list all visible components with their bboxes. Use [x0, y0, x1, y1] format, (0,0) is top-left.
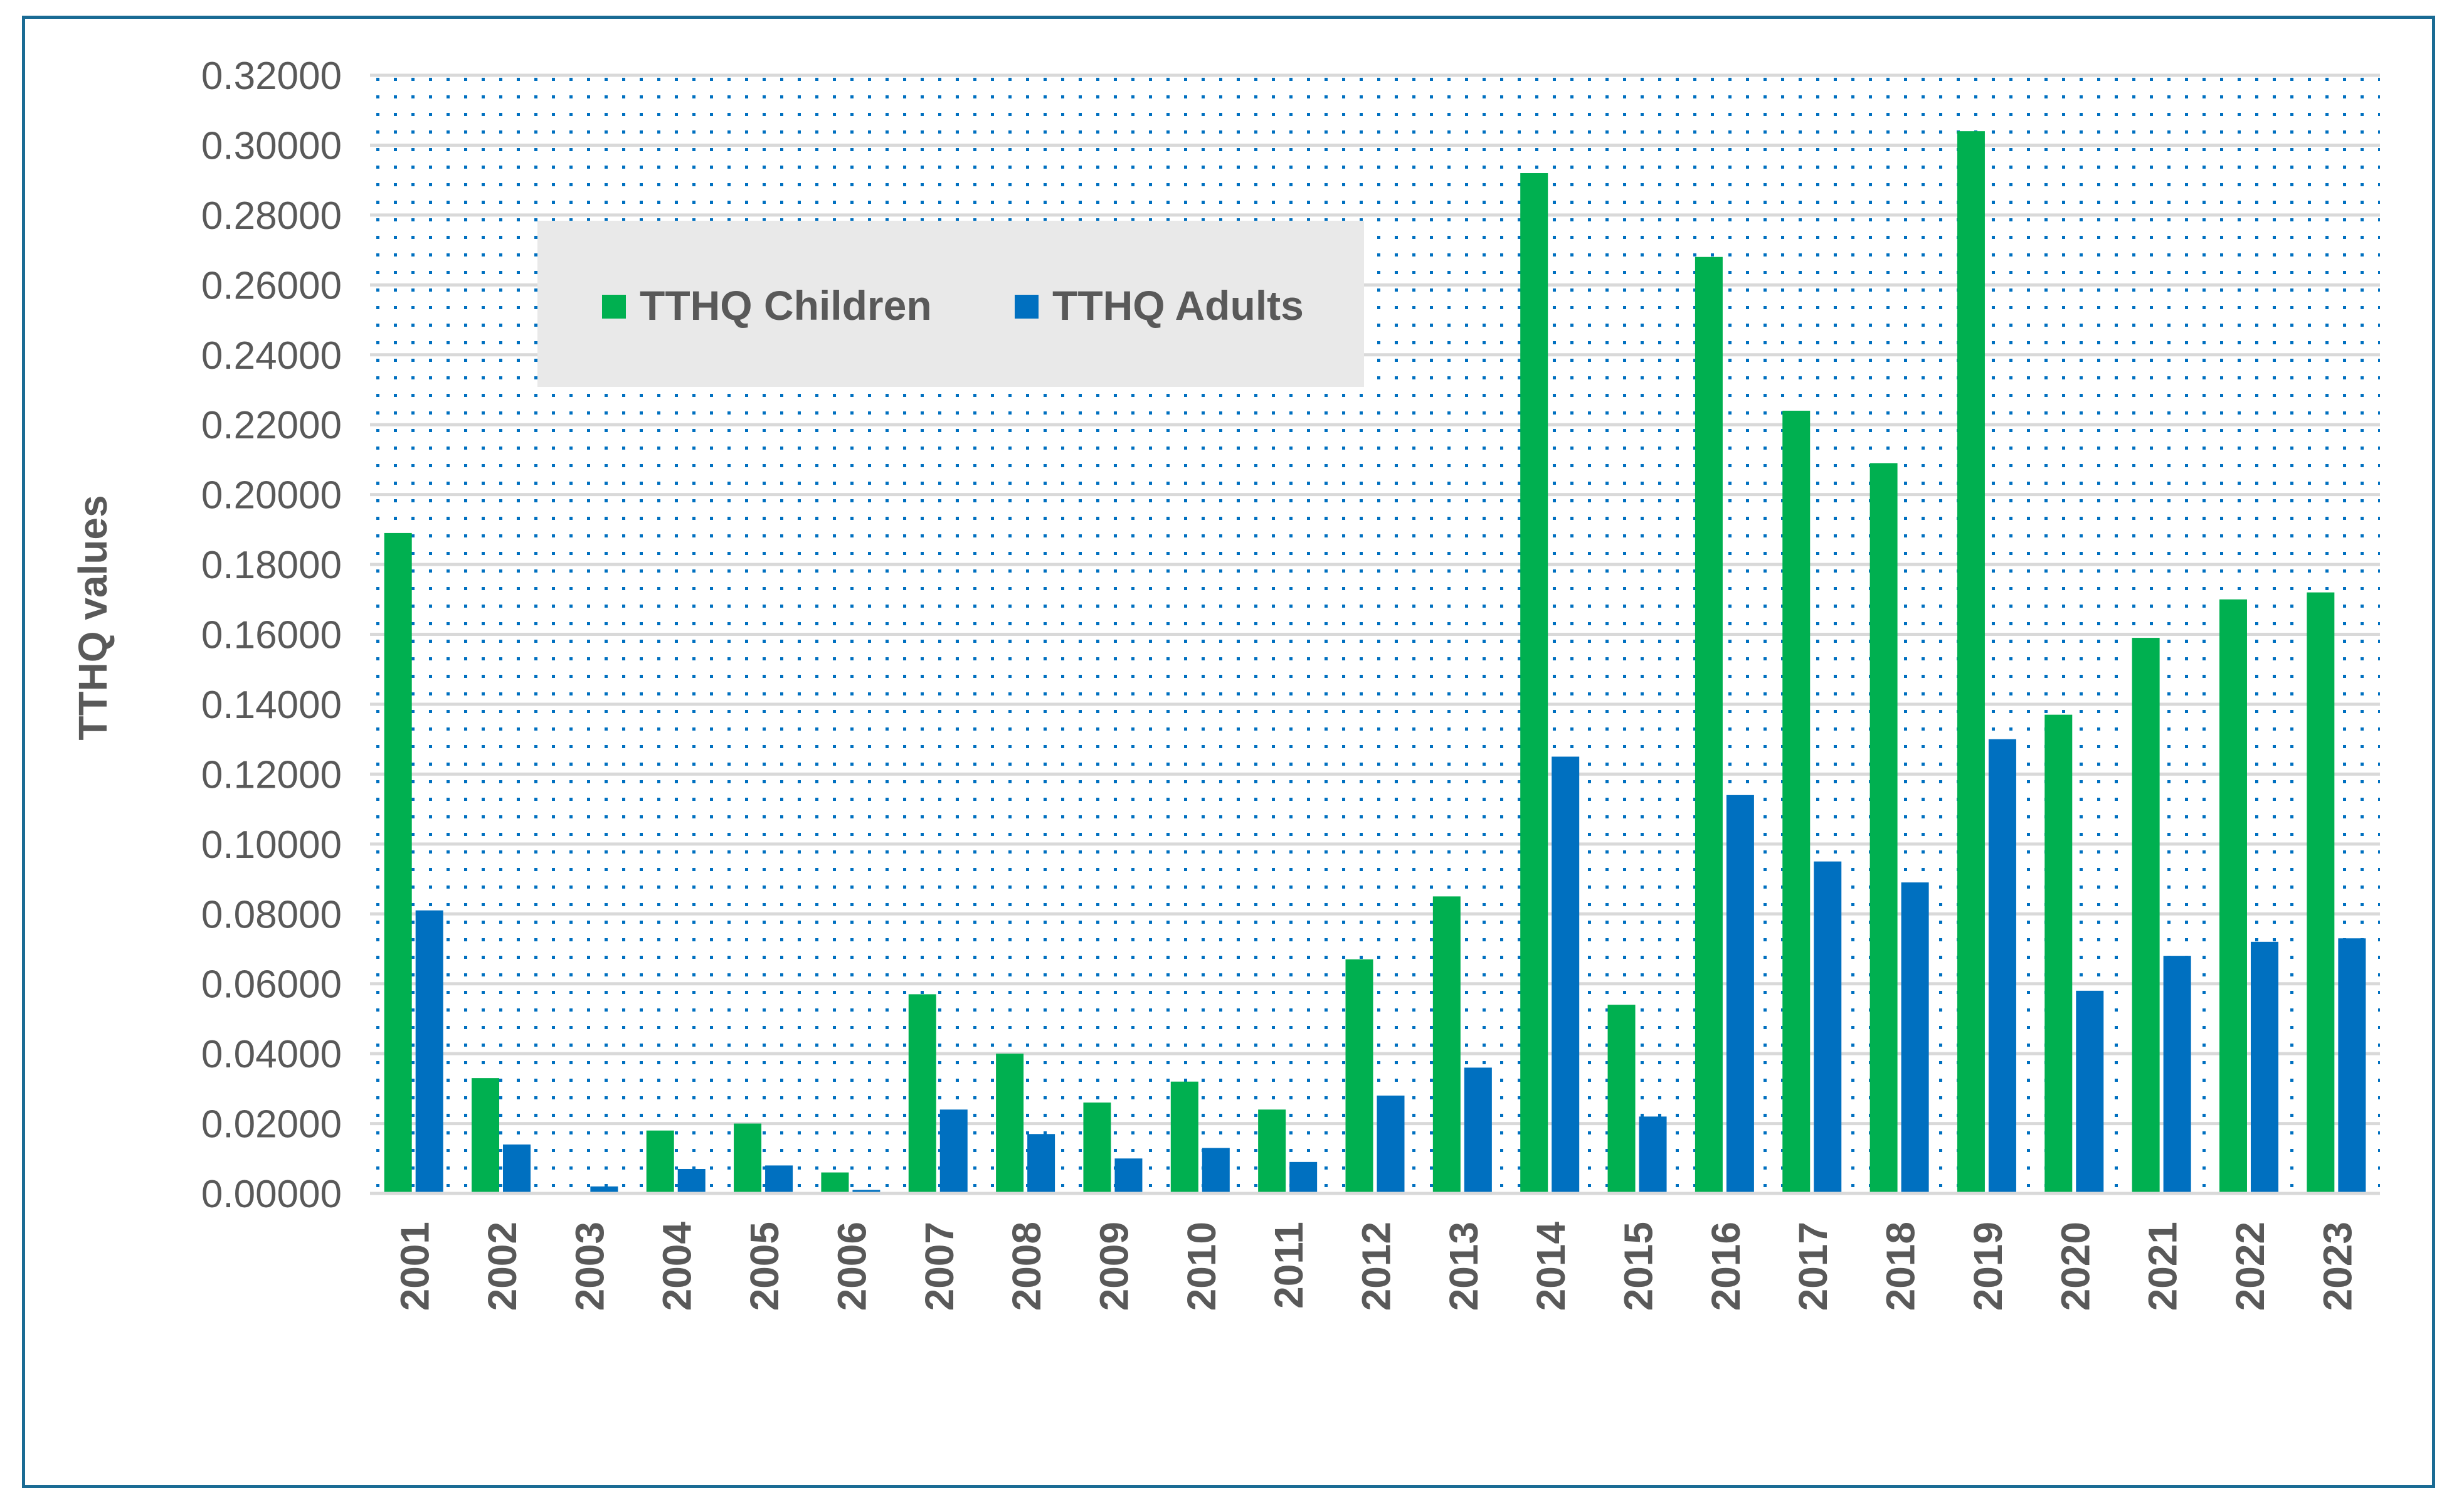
legend: TTHQ Children TTHQ Adults: [537, 221, 1364, 387]
bar-children: [734, 1123, 762, 1193]
legend-swatch-children: [602, 295, 626, 319]
bar-adults: [1639, 1116, 1667, 1193]
y-tick-label: 0.22000: [201, 404, 342, 447]
bar-adults: [1377, 1095, 1405, 1193]
legend-label-children: TTHQ Children: [640, 282, 932, 329]
bar-adults: [2250, 941, 2278, 1193]
bar-adults: [677, 1168, 706, 1193]
x-tick-label: 2005: [742, 1222, 787, 1311]
y-tick-label: 0.16000: [201, 614, 342, 657]
y-tick-label: 0.02000: [201, 1103, 342, 1146]
x-tick-label: 2006: [829, 1222, 874, 1311]
x-tick-label: 2003: [567, 1222, 612, 1311]
bar-adults: [1726, 795, 1754, 1193]
y-tick-label: 0.14000: [201, 684, 342, 727]
bar-children: [1695, 256, 1723, 1193]
y-tick-label: 0.18000: [201, 544, 342, 587]
legend-swatch-adults: [1015, 295, 1039, 319]
bar-adults: [415, 910, 443, 1193]
bar-adults: [1814, 861, 1842, 1193]
bar-adults: [1289, 1161, 1318, 1193]
bar-adults: [1464, 1067, 1492, 1193]
y-tick-label: 0.32000: [201, 55, 342, 98]
bar-children: [2044, 714, 2073, 1193]
legend-label-adults: TTHQ Adults: [1052, 282, 1304, 329]
y-tick-label: 0.06000: [201, 963, 342, 1007]
bar-children: [1170, 1081, 1198, 1193]
bar-adults: [765, 1165, 793, 1193]
bar-adults: [939, 1109, 968, 1193]
y-tick-label: 0.24000: [201, 334, 342, 378]
x-tick-label: 2015: [1616, 1222, 1661, 1311]
x-tick-label: 2021: [2140, 1222, 2186, 1311]
bar-children: [384, 532, 412, 1193]
y-axis-label: TTHQ values: [70, 495, 115, 740]
bar-children: [1869, 463, 1898, 1193]
y-tick-label: 0.28000: [201, 194, 342, 238]
bar-children: [1345, 959, 1373, 1193]
bar-adults: [2163, 956, 2191, 1193]
y-axis-ticks: 0.00000 0.02000 0.04000 0.06000 0.08000 0.100…: [201, 55, 342, 1216]
x-tick-label: 2008: [1004, 1222, 1049, 1311]
bar-children: [996, 1054, 1024, 1193]
x-tick-label: 2013: [1441, 1222, 1486, 1311]
bar-adults: [1988, 739, 2016, 1193]
x-tick-label: 2009: [1091, 1222, 1136, 1311]
bar-children: [2307, 592, 2335, 1193]
chart-frame: [22, 16, 2435, 1488]
x-tick-label: 2010: [1179, 1222, 1224, 1311]
bar-children: [821, 1172, 849, 1193]
y-tick-label: 0.04000: [201, 1033, 342, 1076]
y-tick-label: 0.26000: [201, 264, 342, 307]
y-tick-label: 0.20000: [201, 474, 342, 517]
bar-adults: [2338, 938, 2366, 1193]
bar-children: [1782, 410, 1811, 1193]
legend-background: [537, 221, 1364, 387]
x-tick-label: 2001: [393, 1222, 438, 1311]
y-tick-label: 0.00000: [201, 1173, 342, 1216]
bar-adults: [1901, 882, 1929, 1193]
x-axis-ticks: 2001 2002 2003 2004 2005 2006 2007 2008 2009 2010…: [393, 1222, 2361, 1311]
bar-adults: [852, 1190, 880, 1193]
bar-adults: [503, 1144, 531, 1193]
bar-children: [908, 994, 936, 1193]
x-tick-label: 2002: [480, 1222, 525, 1311]
bar-children: [1432, 896, 1461, 1193]
bar-children: [1607, 1005, 1636, 1193]
y-tick-label: 0.30000: [201, 124, 342, 167]
bar-adults: [1027, 1134, 1055, 1193]
x-tick-label: 2022: [2228, 1222, 2273, 1311]
x-tick-label: 2007: [917, 1222, 962, 1311]
y-tick-label: 0.08000: [201, 893, 342, 936]
bar-adults: [590, 1186, 618, 1193]
x-tick-label: 2012: [1354, 1222, 1399, 1311]
x-tick-label: 2019: [1965, 1222, 2011, 1311]
x-tick-label: 2017: [1790, 1222, 1836, 1311]
x-tick-label: 2016: [1703, 1222, 1748, 1311]
bar-children: [646, 1130, 674, 1193]
x-tick-label: 2023: [2315, 1222, 2360, 1311]
y-tick-label: 0.10000: [201, 823, 342, 867]
bar-children: [1520, 173, 1548, 1194]
bar-children: [1083, 1102, 1111, 1193]
bar-children: [2132, 638, 2160, 1193]
bar-adults: [2076, 990, 2104, 1193]
bar-adults: [1552, 756, 1580, 1193]
bar-children: [1957, 131, 1985, 1193]
bar-adults: [1202, 1148, 1230, 1193]
y-tick-label: 0.12000: [201, 753, 342, 796]
bar-adults: [1114, 1158, 1143, 1193]
x-tick-label: 2014: [1528, 1222, 1573, 1311]
bar-children: [472, 1078, 500, 1193]
x-tick-label: 2018: [1878, 1222, 1923, 1311]
x-tick-label: 2020: [2053, 1222, 2098, 1311]
bar-children: [1258, 1109, 1286, 1193]
x-tick-label: 2011: [1266, 1222, 1311, 1309]
x-tick-label: 2004: [655, 1222, 700, 1311]
bar-children: [2219, 599, 2247, 1193]
bars: [384, 131, 2366, 1194]
